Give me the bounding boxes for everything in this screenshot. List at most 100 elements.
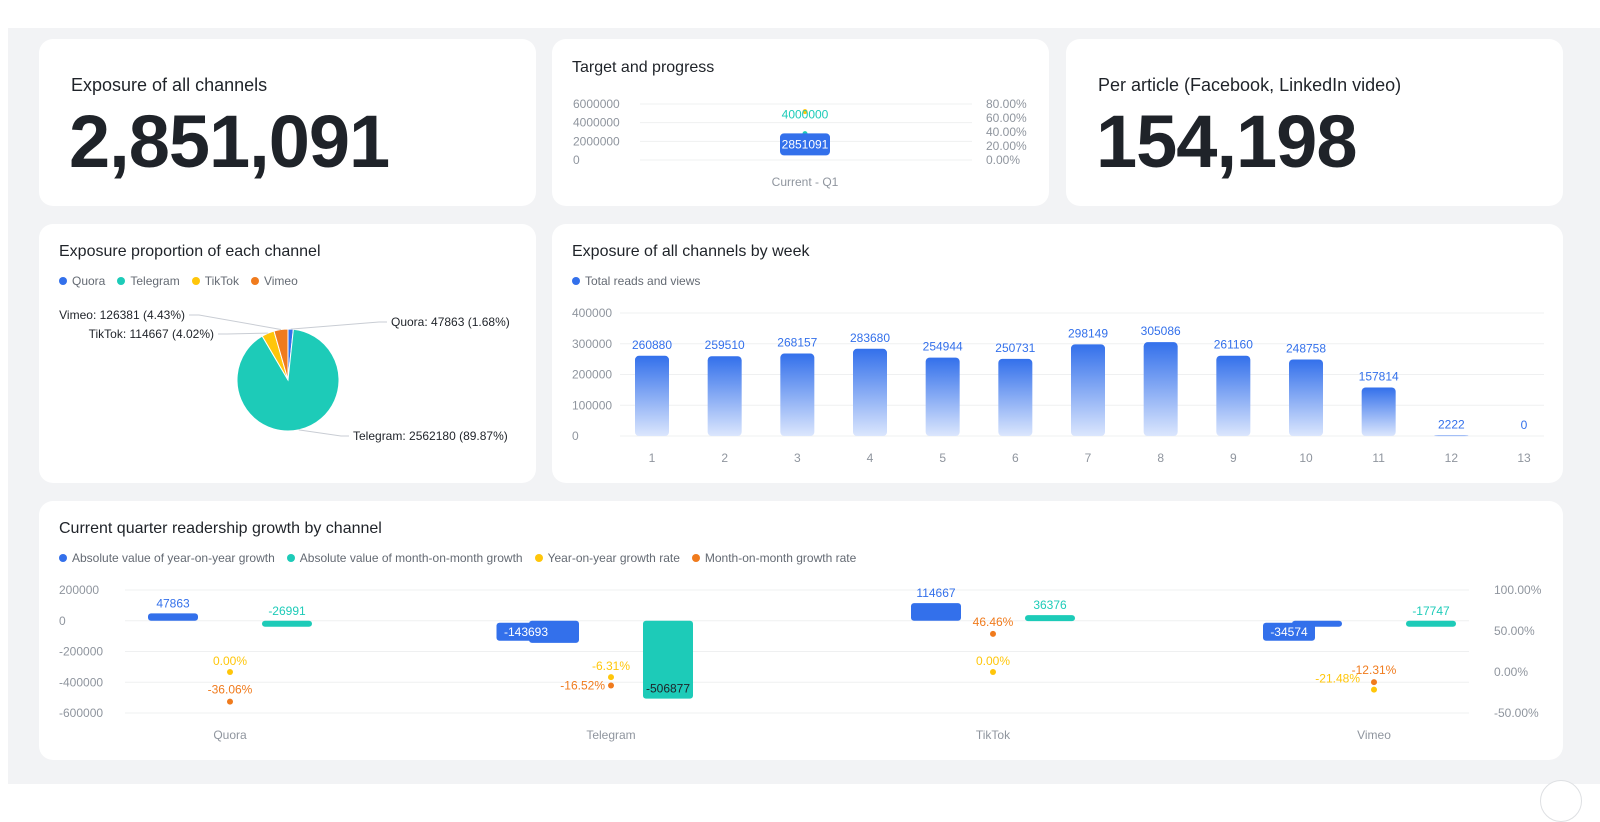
pie-slice-telegram [236,328,340,432]
x-tick-label: TikTok [976,728,1011,742]
legend-item-mom-abs[interactable]: Absolute value of month-on-month growth [286,551,523,565]
legend-item-mom-rate[interactable]: Month-on-month growth rate [691,551,856,565]
x-tick-label: 13 [1517,451,1531,465]
legend-item-tiktok[interactable]: TikTok [191,274,239,288]
week-bar [925,357,960,436]
yoy-abs-label: -34574 [1270,625,1308,639]
mom-rate-label: 46.46% [973,615,1014,629]
x-tick-label: 5 [939,451,946,465]
yoy-abs-label: -143693 [504,625,548,639]
yoy-rate-label: 0.00% [976,654,1010,668]
y-tick-label: -600000 [59,706,103,720]
bar-value-label: 248758 [1286,342,1326,356]
yoy-rate-point [608,674,614,681]
week-bar [853,348,887,436]
y-tick-label: 0 [572,429,579,443]
yoy-rate-label: -6.31% [592,659,630,673]
pie-data-label: Vimeo: 126381 (4.43%) [59,308,185,322]
y-tick-label: 4000000 [573,116,620,130]
y-tick-label: 300000 [572,337,612,351]
pie-leader-line [298,429,349,437]
channel-proportion-card: Exposure proportion of each channel Quor… [39,224,536,483]
x-tick-label: 12 [1445,451,1459,465]
weekly-bar-chart: 4000003000002000001000000260880125951022… [572,306,1544,465]
x-tick-label: 6 [1012,451,1019,465]
y2-tick-label: 50.00% [1494,624,1535,638]
mom-rate-point [990,630,996,637]
target-progress-card: Target and progress 6000000 4000000 200000… [552,39,1049,206]
legend-item-quora[interactable]: Quora [59,274,105,288]
pie-leader-line [290,321,387,330]
y-tick-label: 200000 [59,583,99,597]
week-bar [998,358,1033,436]
bar-value-label: 260880 [632,338,672,352]
current-value-label: 2851091 [782,137,829,151]
mom-abs-label: -26991 [268,604,306,618]
bar-value-label: 283680 [850,331,890,345]
pie-data-label: Telegram: 2562180 (89.87%) [353,429,508,443]
week-bar [1361,387,1396,436]
y-tick-label: 2000000 [573,134,620,148]
bar-value-label: 0 [1521,418,1528,432]
yoy-abs-label-bg [1263,622,1315,641]
y-tick-label: -400000 [59,675,103,689]
bar-value-label: 157814 [1359,369,1399,383]
target-rate-point [802,109,808,115]
card-title: Current quarter readership growth by cha… [59,520,382,537]
bar-value-label: 298149 [1068,326,1108,340]
yoy-rate-label: 0.00% [213,654,247,668]
x-tick-label: 1 [649,451,656,465]
mom-abs-bar [643,620,693,699]
pie-chart: Quora: 47863 (1.68%) Telegram: 2562180 (8… [59,308,510,443]
kpi-card-per-article: Per article (Facebook, LinkedIn video) 1… [1066,39,1563,206]
card-title: Target and progress [572,59,715,76]
mom-abs-label: -506877 [646,682,690,696]
yoy-abs-label: 114667 [916,586,955,600]
y-tick-label: 100000 [572,398,612,412]
y2-tick-label: 0.00% [986,153,1020,167]
pie-leader-line [189,314,282,330]
x-tick-label: 4 [867,451,874,465]
y2-tick-label: 100.00% [1494,583,1542,597]
x-tick-label: 3 [794,451,801,465]
mom-abs-bar [1025,615,1075,622]
pie-data-label: TikTok: 114667 (4.02%) [89,327,214,341]
yoy-abs-label: 47863 [156,596,190,610]
floating-action-button[interactable] [1540,780,1582,822]
y2-tick-label: 20.00% [986,139,1027,153]
mom-rate-label: -16.52% [560,679,605,693]
y-tick-label: 6000000 [573,97,620,111]
card-title: Exposure of all channels by week [572,243,810,260]
mom-rate-point [1371,679,1377,686]
bar-value-label: 254944 [923,340,963,354]
x-tick-label: Quora [213,728,247,742]
kpi-value: 154,198 [1096,100,1357,183]
yoy-rate-label: -21.48% [1315,672,1360,686]
pie-slice-vimeo [273,328,289,381]
bar-value-label: 2222 [1438,417,1465,431]
legend-item-telegram[interactable]: Telegram [117,274,180,288]
legend-item-total-reads[interactable]: Total reads and views [572,274,700,288]
legend-item-vimeo[interactable]: Vimeo [250,274,298,288]
chart-legend: Quora Telegram TikTok Vimeo [59,274,298,288]
week-bar [1143,342,1178,436]
chart-legend: Absolute value of year-on-year growth Ab… [59,551,856,565]
y2-tick-label: 40.00% [986,125,1027,139]
x-tick-label: 11 [1372,451,1385,465]
x-tick-label: Current - Q1 [772,175,839,189]
y-tick-label: 0 [59,614,66,628]
x-tick-label: 2 [721,451,728,465]
y2-tick-label: -50.00% [1494,706,1539,720]
week-bar [707,356,742,436]
card-title: Exposure proportion of each channel [59,243,321,260]
mom-abs-label: 36376 [1033,598,1067,612]
yoy-abs-label-bg [496,622,556,641]
y2-tick-label: 60.00% [986,111,1027,125]
yoy-rate-point [990,669,996,675]
target-value-label: 4000000 [782,108,829,122]
legend-item-yoy-rate[interactable]: Year-on-year growth rate [534,551,680,565]
legend-item-yoy-abs[interactable]: Absolute value of year-on-year growth [59,551,275,565]
mom-abs-bar [262,620,312,627]
mom-rate-point [227,698,233,705]
week-bar [635,355,669,436]
